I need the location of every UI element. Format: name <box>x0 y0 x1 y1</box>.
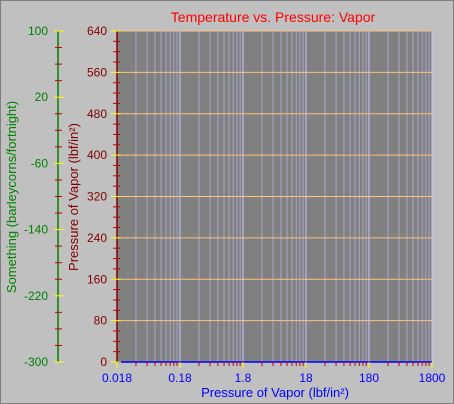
y2-tick-label: -140 <box>24 223 48 237</box>
tick-labels: 0.018 0.18 1.8 18 180 1800 0 80 160 240 320 400 480 5… <box>24 24 446 385</box>
x-tick-label: 0.018 <box>102 371 132 385</box>
y-tick-label: 320 <box>87 190 107 204</box>
y2-tick-label: -60 <box>31 156 49 170</box>
y-tick-label: 640 <box>87 24 107 38</box>
y2-tick-label: -220 <box>24 289 48 303</box>
y2-tick-label: 20 <box>35 90 49 104</box>
chart-title: Temperature vs. Pressure: Vapor <box>171 9 376 25</box>
y-tick-label: 160 <box>87 272 107 286</box>
y-tick-label: 240 <box>87 231 107 245</box>
y2-tick-label: -300 <box>24 355 48 369</box>
x-tick-label: 0.18 <box>168 371 192 385</box>
x-tick-label: 1.8 <box>235 371 252 385</box>
x-tick-label: 18 <box>299 371 313 385</box>
y-tick-label: 480 <box>87 107 107 121</box>
y-tick-label: 0 <box>100 355 107 369</box>
x-tick-label: 1800 <box>419 371 446 385</box>
x-tick-label: 180 <box>359 371 379 385</box>
y-tick-label: 80 <box>94 314 108 328</box>
y2-axis-label: Something (barleycorns/fortnight) <box>4 101 19 293</box>
y2-tick-label: 100 <box>28 24 48 38</box>
tick-marks <box>54 30 433 368</box>
x-axis-label: Pressure of Vapor (lbf/in²) <box>201 385 349 400</box>
y-tick-label: 560 <box>87 65 107 79</box>
y-axis-label: Pressure of Vapor (lbf/in²) <box>66 123 81 271</box>
grid-lines <box>116 30 433 363</box>
y-tick-label: 400 <box>87 148 107 162</box>
